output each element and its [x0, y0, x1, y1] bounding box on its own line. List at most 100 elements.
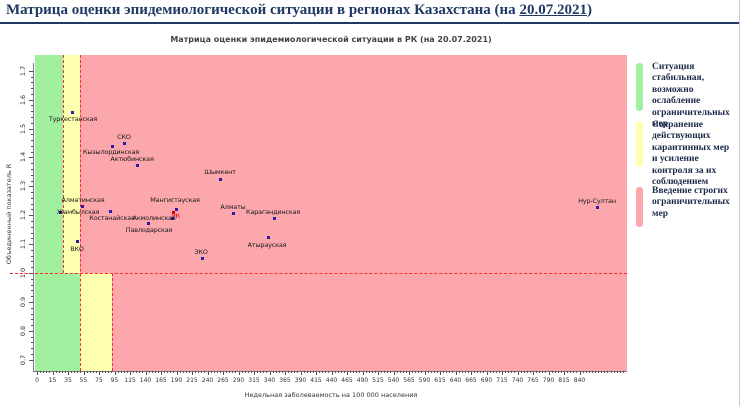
x-major-tick — [223, 371, 224, 375]
x-minor-tick — [272, 371, 274, 373]
x-tick-label: 190 — [170, 377, 183, 384]
zone-rect — [112, 273, 627, 371]
x-minor-tick — [529, 371, 531, 373]
y-minor-tick — [31, 319, 33, 321]
x-axis-label: Недельная заболеваемость на 100 000 насе… — [244, 391, 418, 399]
x-major-tick — [455, 371, 457, 375]
x-minor-tick — [557, 371, 559, 373]
region-label: ВКО — [70, 245, 84, 253]
y-tick-label: 1.2 — [19, 210, 27, 221]
x-minor-tick — [604, 371, 606, 373]
data-point — [58, 210, 62, 214]
x-minor-tick — [436, 371, 438, 373]
x-major-tick — [316, 371, 317, 375]
data-point — [75, 239, 79, 243]
y-minor-tick — [31, 82, 33, 84]
region-label: Костанайская — [89, 214, 135, 222]
x-major-tick — [300, 371, 302, 375]
y-minor-tick — [31, 313, 33, 315]
y-minor-tick — [31, 134, 33, 136]
x-minor-tick — [108, 371, 110, 373]
y-minor-tick — [31, 336, 33, 338]
region-label: Акмолинская — [132, 214, 176, 222]
x-major-tick — [68, 371, 69, 375]
x-minor-tick — [449, 371, 451, 373]
x-major-tick — [533, 371, 534, 375]
x-tick-label: 665 — [465, 377, 477, 384]
y-major-tick — [29, 70, 33, 72]
x-minor-tick — [381, 371, 383, 373]
x-minor-tick — [139, 371, 141, 373]
x-minor-tick — [412, 371, 414, 373]
x-minor-tick — [266, 371, 268, 373]
x-minor-tick — [58, 371, 60, 373]
x-tick-label: 440 — [325, 377, 338, 384]
x-minor-tick — [179, 371, 181, 373]
data-point — [174, 207, 178, 211]
legend: Ситуация стабильная, возможно ослабление… — [633, 52, 737, 392]
y-minor-tick — [31, 284, 33, 286]
x-major-tick — [440, 371, 441, 375]
x-minor-tick — [303, 371, 305, 373]
y-minor-tick — [31, 151, 33, 153]
x-tick-label: 465 — [341, 377, 353, 384]
x-major-tick — [486, 371, 488, 375]
x-minor-tick — [480, 371, 482, 373]
y-minor-tick — [31, 348, 33, 350]
x-minor-tick — [498, 371, 500, 373]
x-major-tick — [347, 371, 348, 375]
x-minor-tick — [133, 371, 135, 373]
data-point — [108, 209, 112, 213]
x-minor-tick — [340, 371, 342, 373]
x-minor-tick — [405, 371, 407, 373]
x-major-tick — [37, 371, 38, 375]
x-tick-label: 35 — [64, 377, 72, 384]
y-major-tick — [29, 186, 33, 188]
x-minor-tick — [325, 371, 327, 373]
x-minor-tick — [188, 371, 190, 373]
x-minor-tick — [427, 371, 429, 373]
x-minor-tick — [622, 371, 624, 373]
x-tick-label: 490 — [356, 377, 369, 384]
y-tick-label: 0.7 — [19, 354, 27, 365]
y-minor-tick — [31, 226, 33, 228]
zone-boundary-line — [80, 55, 81, 371]
y-major-tick — [29, 128, 33, 130]
x-major-tick — [409, 371, 410, 375]
x-minor-tick — [570, 371, 572, 373]
x-minor-tick — [247, 371, 249, 373]
y-tick-label: 1.4 — [19, 152, 27, 163]
region-label: Жамбылская — [56, 208, 100, 216]
x-minor-tick — [195, 371, 197, 373]
y-minor-tick — [31, 197, 33, 199]
x-major-tick — [548, 371, 550, 375]
data-point — [200, 256, 204, 260]
x-minor-tick — [226, 371, 228, 373]
y-minor-tick — [31, 278, 33, 280]
x-tick-label: 565 — [403, 377, 415, 384]
x-minor-tick — [204, 371, 206, 373]
x-minor-tick — [86, 371, 88, 373]
x-tick-label: 840 — [573, 377, 586, 384]
x-minor-tick — [148, 371, 150, 373]
x-minor-tick — [520, 371, 522, 373]
x-tick-label: 315 — [248, 377, 260, 384]
x-minor-tick — [458, 371, 460, 373]
x-minor-tick — [402, 371, 404, 373]
y-minor-tick — [31, 249, 33, 251]
legend-swatch — [636, 63, 643, 111]
data-point — [110, 144, 114, 148]
x-major-tick — [192, 371, 193, 375]
y-minor-tick — [31, 76, 33, 78]
x-tick-label: 340 — [263, 377, 276, 384]
x-minor-tick — [328, 371, 330, 373]
x-minor-tick — [433, 371, 435, 373]
y-major-tick — [29, 244, 33, 246]
x-minor-tick — [294, 371, 296, 373]
x-minor-tick — [319, 371, 321, 373]
x-minor-tick — [210, 371, 212, 373]
x-tick-label: 55 — [79, 377, 88, 384]
x-minor-tick — [89, 371, 91, 373]
x-minor-tick — [523, 371, 525, 373]
x-major-tick — [331, 371, 333, 375]
